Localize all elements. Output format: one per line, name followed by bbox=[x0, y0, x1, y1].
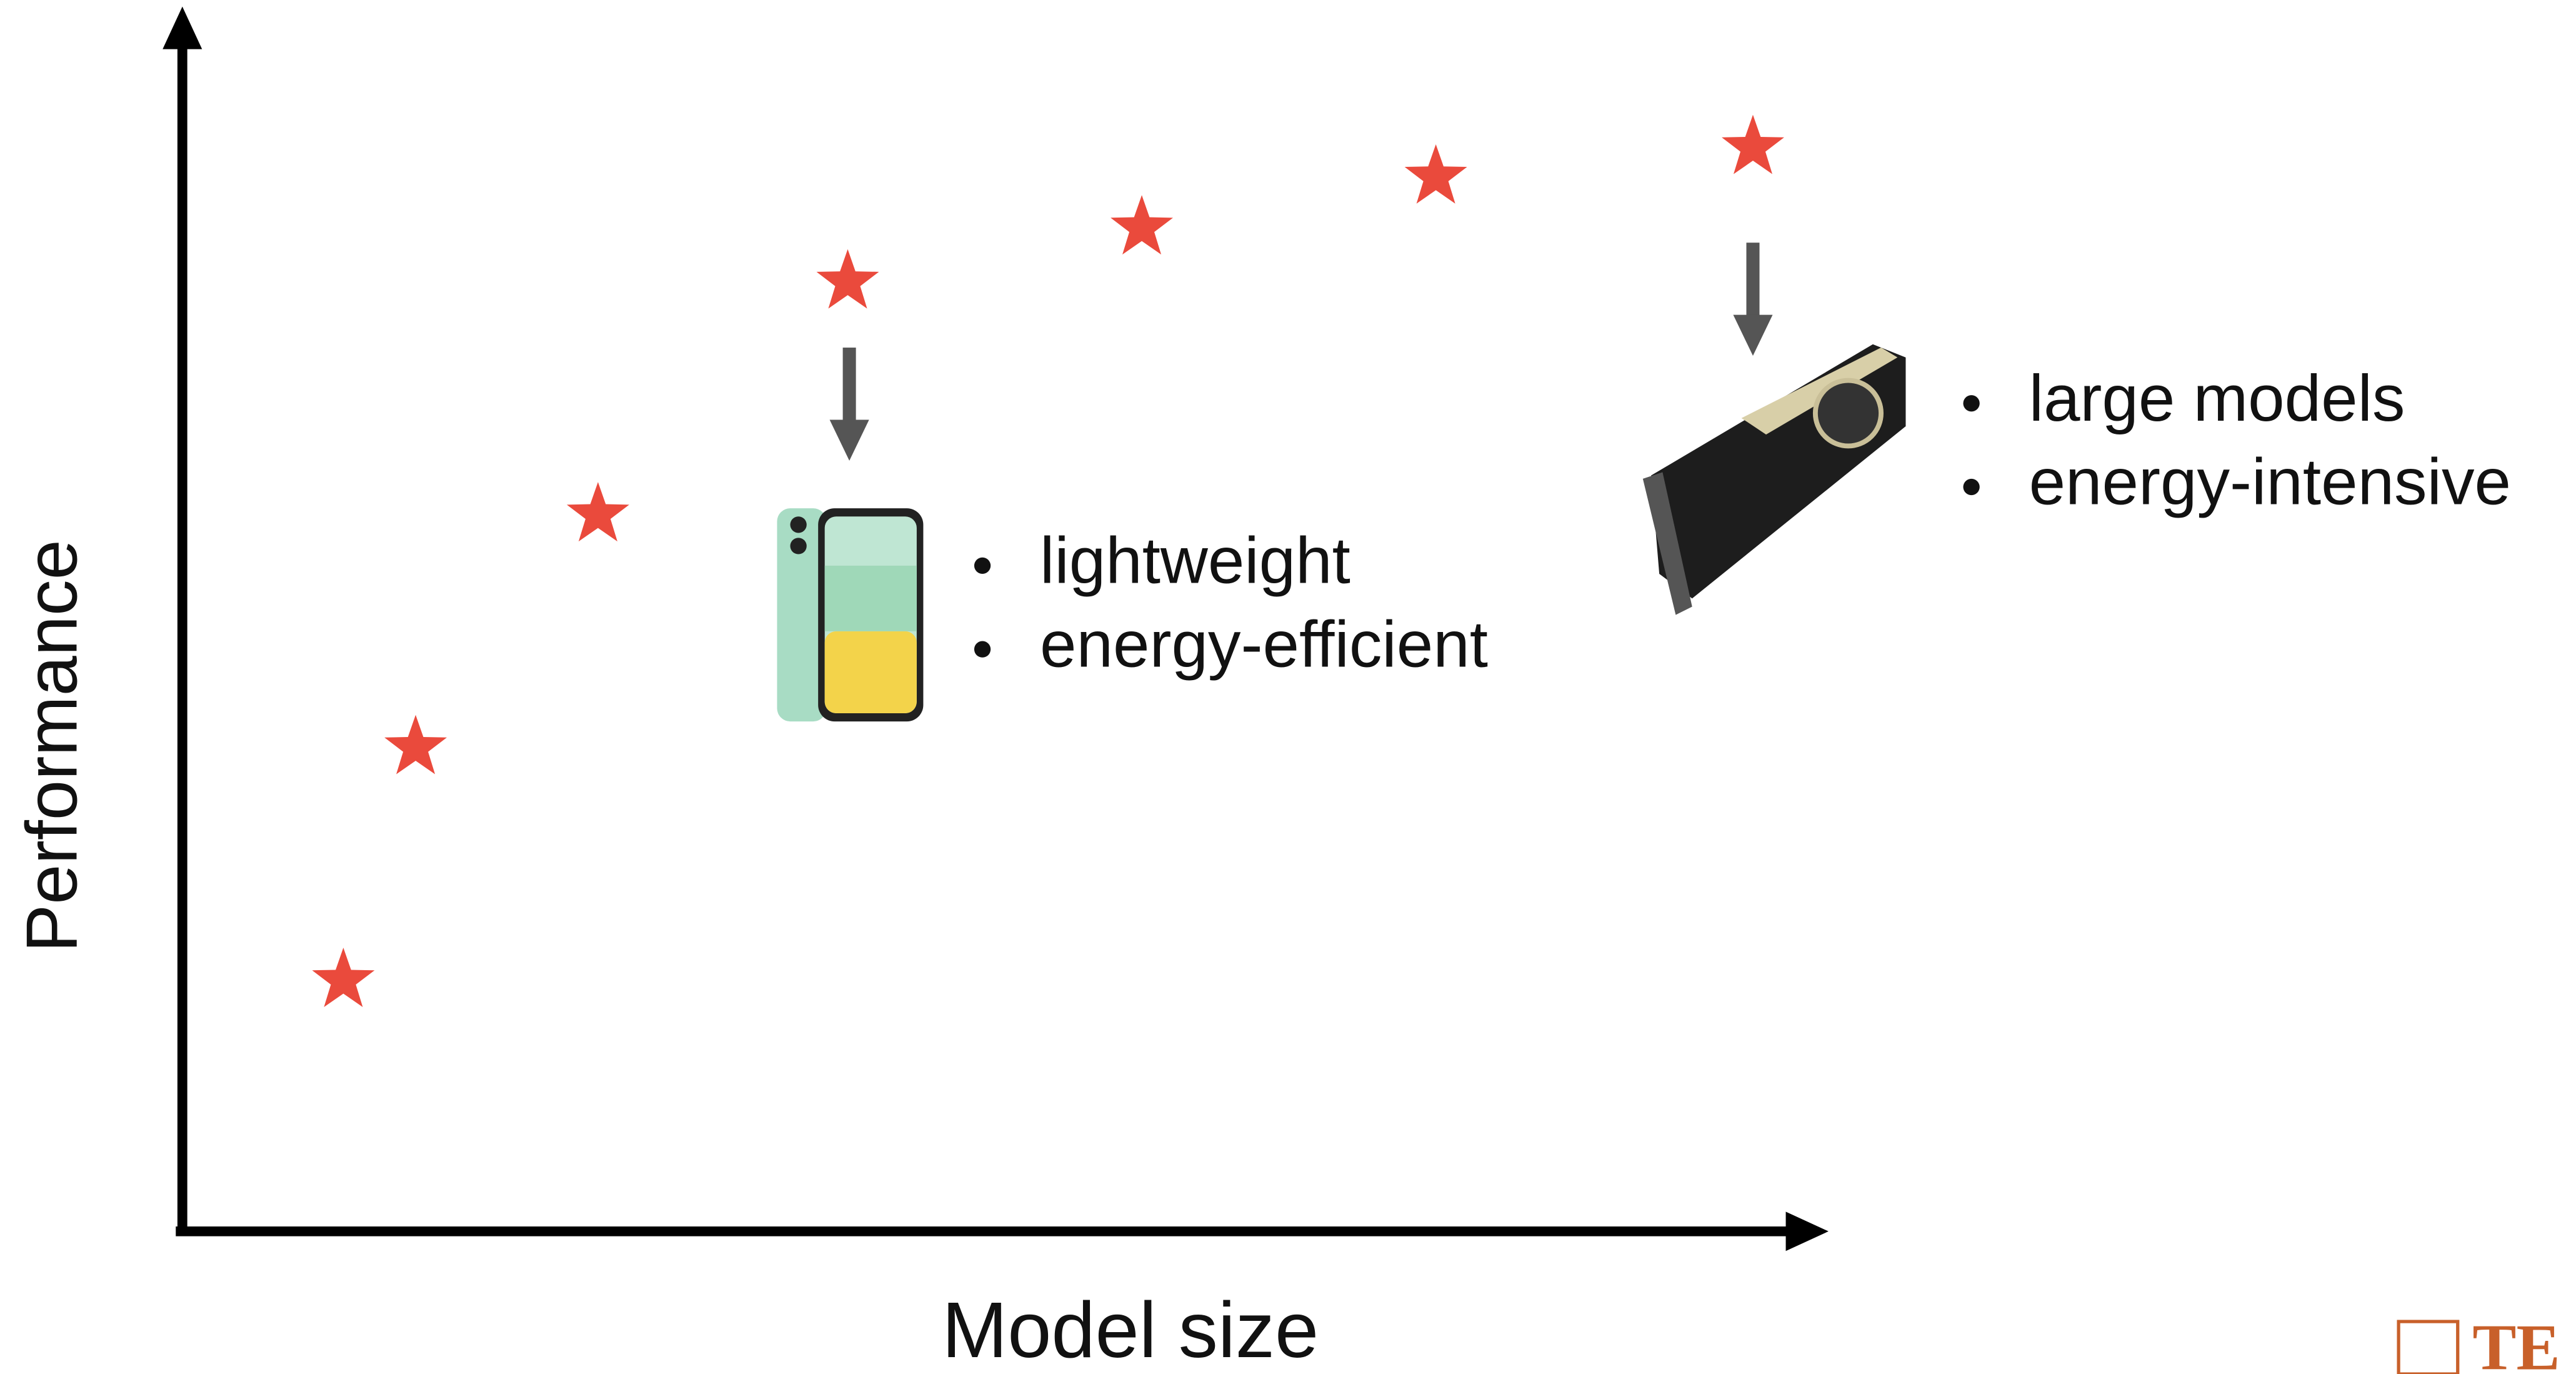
star bbox=[384, 715, 447, 775]
axes bbox=[162, 6, 1829, 1251]
page: Performance Model size lightweight bbox=[0, 0, 2576, 1374]
y-arrowhead bbox=[162, 6, 202, 49]
slide: Performance Model size lightweight bbox=[0, 0, 2576, 1374]
phone-icon bbox=[777, 508, 923, 721]
arrow-head bbox=[830, 419, 869, 461]
star bbox=[567, 482, 629, 541]
logo: TE bbox=[2399, 1311, 2560, 1374]
star bbox=[817, 249, 879, 309]
star bbox=[1722, 115, 1784, 174]
gpu-icon bbox=[1643, 344, 1906, 615]
bullet-text: energy-efficient bbox=[1040, 608, 1488, 681]
x-axis-label: Model size bbox=[942, 1286, 1319, 1374]
pointer-arrows bbox=[830, 243, 1773, 461]
bullet-text: lightweight bbox=[1040, 524, 1350, 598]
star bbox=[312, 948, 374, 1007]
y-axis-label: Performance bbox=[11, 539, 92, 953]
arrow-shaft bbox=[843, 348, 856, 423]
star bbox=[1405, 144, 1467, 204]
x-arrowhead bbox=[1786, 1211, 1829, 1251]
arrow-head bbox=[1733, 315, 1772, 356]
bullet-text: large models bbox=[2029, 362, 2405, 435]
star bbox=[1111, 195, 1173, 254]
logo-text: TE bbox=[2472, 1311, 2560, 1374]
bullet-text: energy-intensive bbox=[2029, 446, 2511, 519]
arrow-shaft bbox=[1746, 243, 1759, 318]
